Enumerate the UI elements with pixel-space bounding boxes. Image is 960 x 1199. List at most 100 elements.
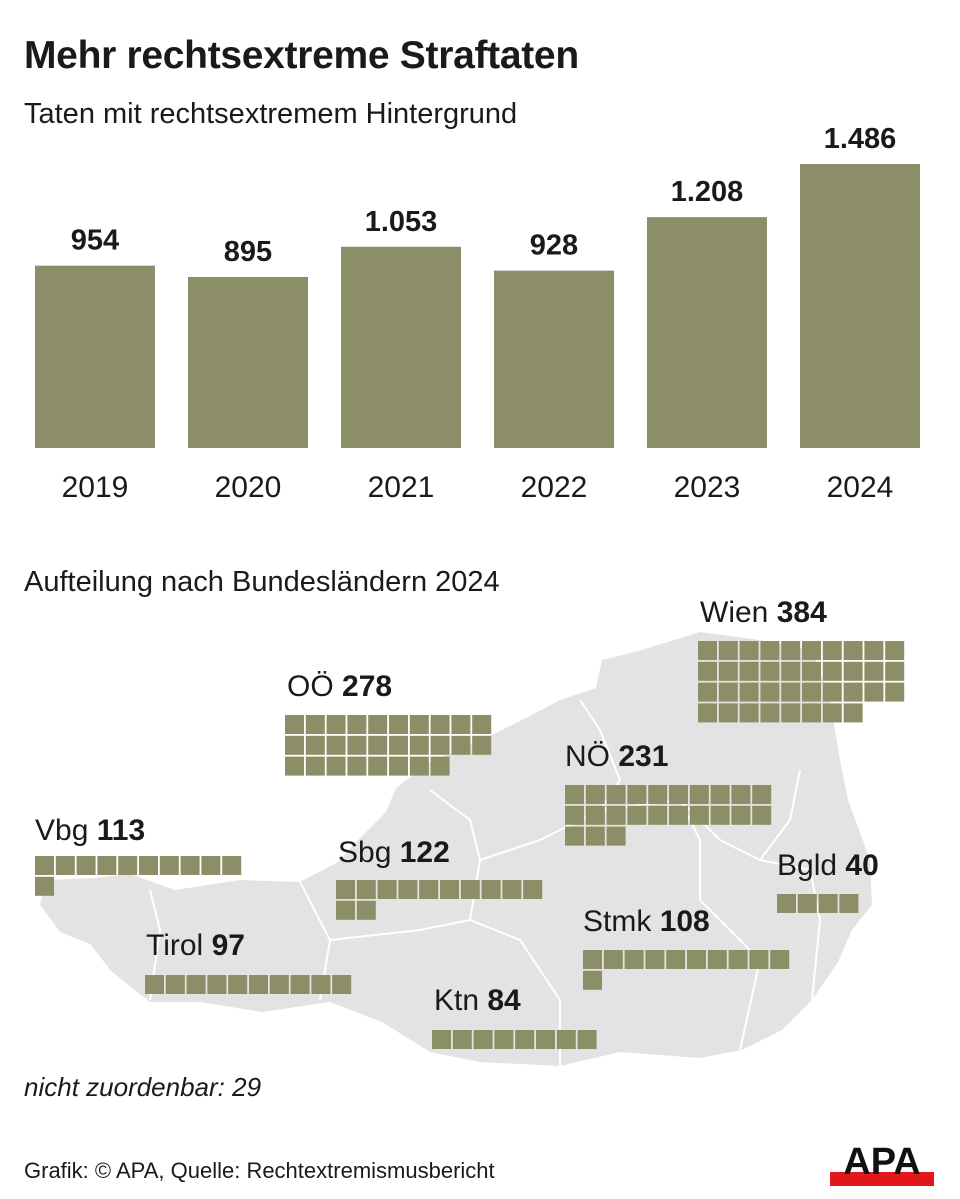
square-Ktn	[473, 1030, 493, 1049]
square-Stmk	[583, 970, 602, 990]
square-Wien	[822, 682, 842, 702]
bar-2024	[800, 164, 920, 448]
square-NÖ	[606, 805, 626, 825]
square-Wien	[718, 641, 738, 660]
region-label: Vbg 113	[35, 814, 145, 848]
square-Wien	[864, 682, 884, 702]
unassigned-label: nicht zuordenbar:	[24, 1072, 225, 1102]
x-tick-label: 2023	[674, 471, 741, 504]
square-Wien	[885, 661, 905, 681]
unassigned-value: 29	[232, 1072, 262, 1102]
square-Tirol	[228, 975, 248, 994]
square-OÖ	[326, 735, 346, 755]
region-value: 84	[487, 984, 521, 1017]
square-Tirol	[207, 975, 227, 994]
square-Tirol	[332, 975, 352, 994]
x-tick-label: 2021	[368, 471, 435, 504]
square-Vbg	[201, 856, 221, 875]
square-NÖ	[627, 785, 647, 804]
square-NÖ	[710, 805, 730, 825]
square-Sbg	[481, 880, 501, 899]
square-NÖ	[669, 785, 688, 804]
square-Vbg	[222, 856, 242, 875]
square-Tirol	[186, 975, 206, 994]
square-Tirol	[249, 975, 268, 994]
square-Wien	[718, 703, 738, 723]
square-NÖ	[669, 805, 688, 825]
square-Vbg	[180, 856, 200, 875]
square-OÖ	[430, 715, 450, 734]
square-OÖ	[326, 715, 346, 734]
bar-value-label: 1.486	[824, 123, 897, 155]
square-Vbg	[118, 856, 138, 875]
square-Ktn	[432, 1030, 451, 1049]
x-tick-label: 2024	[827, 471, 894, 504]
square-NÖ	[565, 805, 584, 825]
square-OÖ	[347, 715, 367, 734]
square-Wien	[739, 682, 759, 702]
map-subtitle: Aufteilung nach Bundesländern 2024	[24, 566, 500, 598]
x-tick-label: 2022	[521, 471, 588, 504]
region-label: Stmk 108	[583, 905, 710, 939]
square-Tirol	[311, 975, 331, 994]
square-NÖ	[585, 785, 605, 804]
square-OÖ	[472, 735, 492, 755]
region-label: NÖ 231	[565, 740, 668, 774]
region-name: Bgld	[777, 849, 838, 882]
square-OÖ	[285, 756, 304, 776]
square-Stmk	[624, 950, 644, 969]
square-OÖ	[305, 715, 325, 734]
square-OÖ	[409, 715, 429, 734]
region-name: Ktn	[434, 984, 480, 1017]
square-Wien	[885, 682, 905, 702]
square-OÖ	[285, 715, 304, 734]
square-Wien	[802, 641, 821, 660]
square-NÖ	[565, 785, 584, 804]
square-Vbg	[159, 856, 179, 875]
square-OÖ	[389, 715, 408, 734]
square-OÖ	[409, 735, 429, 755]
square-OÖ	[326, 756, 346, 776]
square-Vbg	[76, 856, 96, 875]
square-Vbg	[55, 856, 75, 875]
square-Wien	[864, 661, 884, 681]
square-Wien	[822, 661, 842, 681]
bar-value-label: 895	[224, 236, 272, 268]
square-Sbg	[523, 880, 543, 899]
square-Ktn	[556, 1030, 576, 1049]
square-NÖ	[689, 805, 709, 825]
square-Vbg	[139, 856, 158, 875]
square-Wien	[760, 682, 780, 702]
square-Wien	[781, 682, 801, 702]
square-Tirol	[165, 975, 185, 994]
region-value: 40	[845, 849, 879, 882]
square-Wien	[698, 661, 717, 681]
square-Wien	[739, 703, 759, 723]
x-tick-label: 2019	[62, 471, 129, 504]
square-Sbg	[460, 880, 480, 899]
square-Wien	[802, 682, 821, 702]
square-Wien	[698, 682, 717, 702]
square-Sbg	[356, 900, 376, 920]
square-Stmk	[749, 950, 769, 969]
region-label: Tirol 97	[146, 929, 245, 963]
square-Sbg	[440, 880, 459, 899]
x-tick-label: 2020	[215, 471, 282, 504]
square-OÖ	[305, 735, 325, 755]
square-Sbg	[377, 880, 397, 899]
square-Wien	[698, 641, 717, 660]
region-name: Sbg	[338, 836, 392, 869]
square-Tirol	[269, 975, 289, 994]
bar-2022	[494, 270, 614, 448]
square-OÖ	[285, 735, 304, 755]
region-value: 278	[342, 670, 393, 703]
square-OÖ	[430, 735, 450, 755]
square-OÖ	[409, 756, 429, 776]
square-Vbg	[97, 856, 117, 875]
apa-logo-text: APA	[843, 1141, 920, 1183]
square-NÖ	[710, 785, 730, 804]
square-Tirol	[145, 975, 164, 994]
region-value: 113	[96, 814, 146, 847]
bar-2019	[35, 265, 155, 448]
square-Ktn	[452, 1030, 472, 1049]
